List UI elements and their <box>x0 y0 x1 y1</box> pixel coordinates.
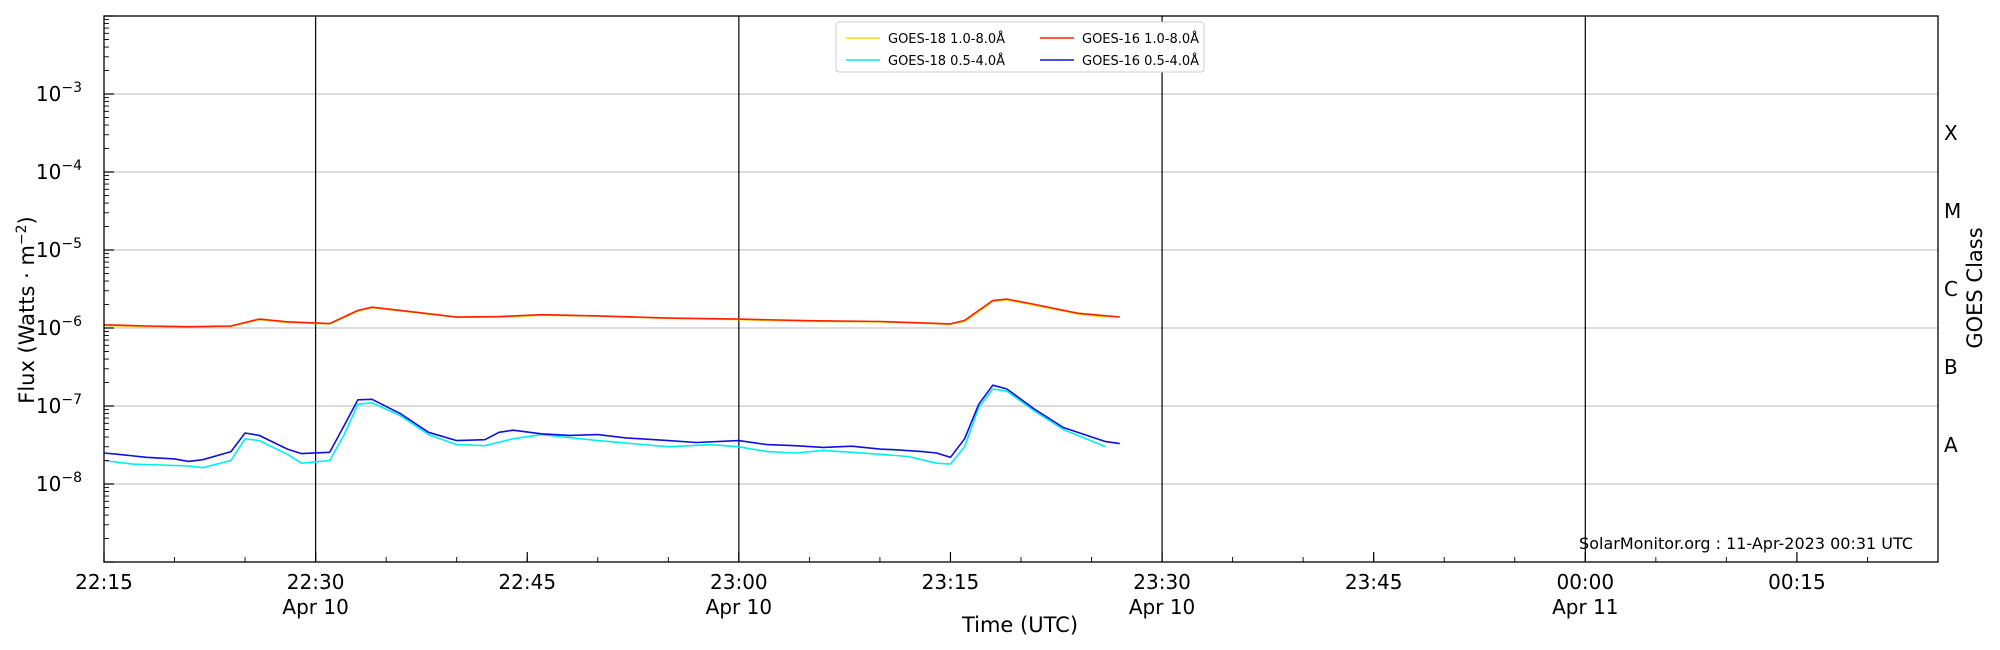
y-axis-label-exponent: −2 <box>14 224 30 245</box>
y-tick-label: 10−7 <box>36 392 82 418</box>
series-line-goes-16-1-0-8-0 <box>103 298 1120 328</box>
credit-text: SolarMonitor.org : 11-Apr-2023 00:31 UTC <box>1579 534 1913 553</box>
x-axis-label: Time (UTC) <box>961 613 1078 637</box>
y-axis-label-main: Flux (Watts · m <box>15 245 39 404</box>
goes-class-label: X <box>1944 121 1958 145</box>
vertical-day-lines <box>315 16 1586 562</box>
legend-entry-label: GOES-16 0.5-4.0Å <box>1082 53 1199 69</box>
x-tick-label-time: 23:15 <box>922 570 980 594</box>
y-axis-label-close: ) <box>15 216 39 224</box>
y-tick-label: 10−5 <box>36 236 82 262</box>
series-line-goes-16-0-5-4-0 <box>103 384 1120 463</box>
legend-entry-label: GOES-18 0.5-4.0Å <box>888 53 1005 69</box>
x-tick-label-time: 22:30 <box>287 570 345 594</box>
series-line-goes-18-0-5-4-0 <box>103 388 1106 469</box>
legend-entry-label: GOES-18 1.0-8.0Å <box>888 31 1005 47</box>
x-tick-label-time: 22:15 <box>75 570 133 594</box>
x-tick-label-time: 00:15 <box>1768 570 1826 594</box>
x-tick-label-date: Apr 10 <box>706 595 772 619</box>
right-axis-label: GOES Class <box>1963 227 1987 348</box>
x-tick-label-date: Apr 11 <box>1552 595 1618 619</box>
x-tick-label-time: 23:00 <box>710 570 768 594</box>
y-axis-label: Flux (Watts · m−2) <box>14 216 39 404</box>
x-tick-label-date: Apr 10 <box>282 595 348 619</box>
goes-class-label: C <box>1944 277 1958 301</box>
legend-box <box>835 21 1205 73</box>
y-tick-label: 10−6 <box>36 314 82 340</box>
x-tick-label-time: 22:45 <box>498 570 556 594</box>
y-tick-label: 10−8 <box>36 470 82 496</box>
series-layer <box>103 298 1120 469</box>
y-tick-label: 10−3 <box>36 80 82 106</box>
plot-frame <box>103 15 1939 563</box>
grid-layer <box>104 93 1938 485</box>
legend-entry-label: GOES-16 1.0-8.0Å <box>1082 31 1199 47</box>
goes-class-label: A <box>1944 433 1958 457</box>
goes-class-label: B <box>1944 355 1958 379</box>
y-tick-label: 10−4 <box>36 158 82 184</box>
goes-class-label: M <box>1944 199 1961 223</box>
x-tick-label-time: 00:00 <box>1556 570 1614 594</box>
x-tick-label-time: 23:30 <box>1133 570 1191 594</box>
x-tick-label-time: 23:45 <box>1345 570 1403 594</box>
x-tick-label-date: Apr 10 <box>1129 595 1195 619</box>
legend: GOES-18 1.0-8.0Å GOES-16 1.0-8.0Å GOES-18 … <box>835 21 1205 73</box>
